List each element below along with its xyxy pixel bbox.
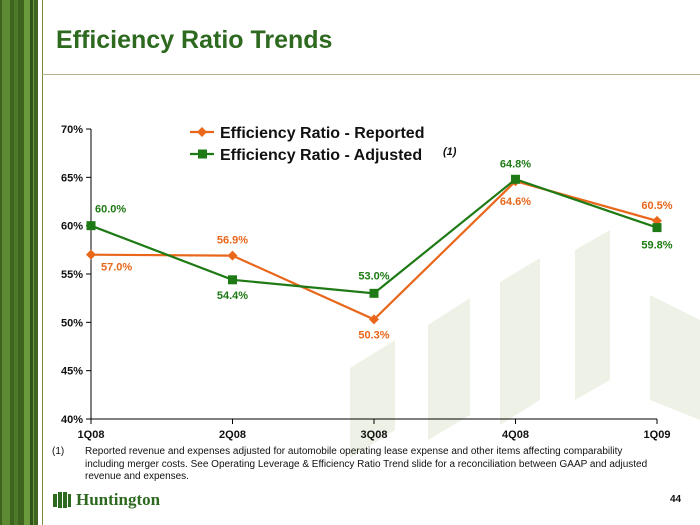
sidebar-decoration — [0, 0, 38, 525]
footnote-text: Reported revenue and expenses adjusted f… — [85, 446, 648, 482]
footnote: (1) Reported revenue and expenses adjust… — [52, 446, 652, 484]
chart-axes: 40% 45% 50% 55% 60% 65% 70% 1Q08 2Q08 3Q08 4Q08 1Q0… — [61, 124, 670, 441]
chart-legend: Efficiency Ratio - Reported Efficiency Ra… — [190, 125, 457, 164]
page-title: Efficiency Ratio Trends — [56, 26, 333, 54]
y-tick-label: 50% — [61, 317, 83, 329]
series-line-0 — [90, 179, 658, 321]
x-tick-label: 4Q08 — [502, 429, 529, 441]
x-tick-label: 2Q08 — [219, 429, 246, 441]
reported-marker — [227, 250, 238, 261]
data-label: 54.4% — [217, 290, 248, 302]
adjusted-marker — [86, 221, 96, 231]
data-label: 59.8% — [641, 240, 672, 252]
legend-square-marker — [198, 149, 207, 159]
x-tick-label: 3Q08 — [361, 429, 388, 441]
y-tick-label: 60% — [61, 221, 83, 233]
sidebar-pattern — [0, 0, 38, 525]
y-tick-label: 45% — [61, 366, 83, 378]
data-label: 60.5% — [641, 200, 672, 212]
legend-diamond-marker — [197, 127, 207, 137]
y-tick-label: 65% — [61, 172, 83, 184]
y-tick-label: 55% — [61, 269, 83, 281]
title-divider — [42, 74, 700, 75]
huntington-logo: Huntington — [52, 490, 160, 510]
x-tick-label: 1Q09 — [644, 429, 671, 441]
data-label: 50.3% — [358, 329, 389, 341]
sidebar-divider — [42, 0, 43, 525]
legend-label: Efficiency Ratio - Adjusted — [220, 147, 422, 164]
data-label: 64.6% — [500, 196, 531, 208]
legend-footnote-marker: (1) — [443, 146, 457, 158]
legend-label: Efficiency Ratio - Reported — [220, 125, 424, 142]
reported-marker — [369, 314, 379, 325]
series-markers — [86, 174, 662, 325]
reported-marker — [86, 249, 96, 260]
data-label: 64.8% — [500, 158, 531, 170]
huntington-logo-icon — [53, 492, 71, 508]
logo-wordmark: Huntington — [76, 490, 161, 509]
series-lines — [90, 178, 658, 321]
data-label: 60.0% — [95, 204, 126, 216]
adjusted-marker — [511, 174, 520, 184]
adjusted-marker — [228, 275, 237, 285]
adjusted-marker — [652, 223, 662, 233]
y-tick-label: 70% — [61, 124, 83, 136]
x-tick-label: 1Q08 — [78, 429, 105, 441]
data-label: 53.0% — [358, 270, 389, 282]
adjusted-marker — [369, 288, 379, 298]
footnote-marker: (1) — [52, 446, 65, 457]
data-label: 57.0% — [101, 262, 132, 274]
data-label: 56.9% — [217, 235, 248, 247]
page-number: 44 — [670, 494, 682, 505]
data-labels: 57.0% 56.9% 50.3% 64.6% 60.5% 60.0% 54.4% 53.0%… — [95, 158, 673, 341]
y-tick-label: 40% — [61, 414, 83, 426]
